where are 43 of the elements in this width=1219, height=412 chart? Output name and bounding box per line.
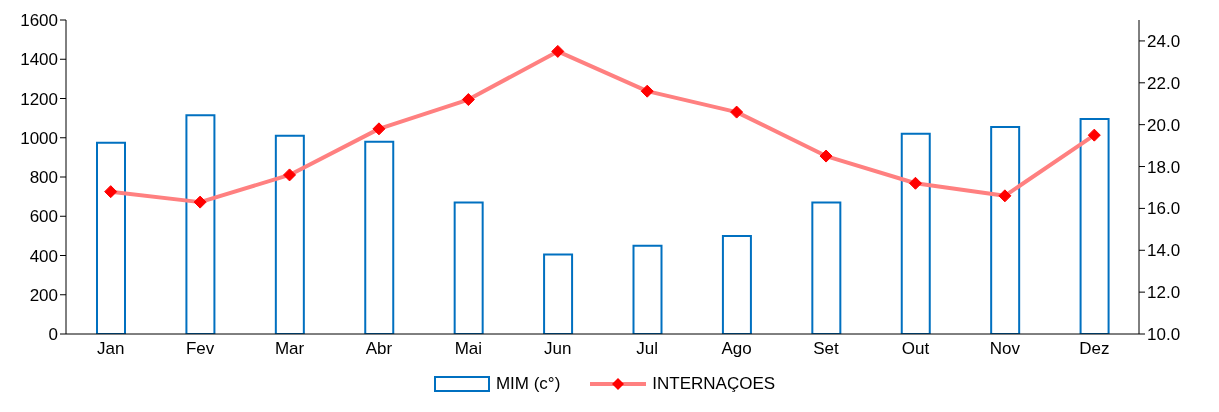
y-tick-label: 1000	[20, 128, 58, 148]
x-tick-label: Nov	[989, 339, 1021, 359]
y2-tick-label: 24.0	[1147, 31, 1181, 51]
x-tick-label: Abr	[365, 339, 393, 359]
x-tick-label: Ago	[721, 339, 752, 359]
x-tick-label: Fev	[185, 339, 215, 359]
bar	[900, 132, 931, 334]
y-tick-label: 1400	[20, 50, 58, 70]
bar	[543, 253, 574, 334]
x-tick-label: Jan	[97, 339, 125, 359]
bar	[364, 140, 395, 334]
y2-tick-label: 14.0	[1147, 241, 1181, 261]
x-tick-label: Mar	[274, 339, 305, 359]
y-tick-label: 1200	[20, 89, 58, 109]
x-tick-label: Jun	[544, 339, 572, 359]
x-tick-label: Dez	[1079, 339, 1110, 359]
y2-tick-label: 16.0	[1147, 199, 1181, 219]
legend-label: MIM (c°)	[495, 374, 561, 394]
x-tick-label: Jul	[636, 339, 659, 359]
bar	[274, 134, 305, 334]
y-tick-label: 0	[48, 325, 58, 345]
bar	[453, 201, 484, 334]
y-tick-label: 800	[29, 168, 58, 188]
x-tick-label: Out	[901, 339, 930, 359]
y2-tick-label: 10.0	[1147, 325, 1181, 345]
legend-label: INTERNAÇOES	[652, 374, 776, 394]
y-tick-label: 1600	[20, 11, 58, 31]
bar	[96, 141, 126, 334]
y-tick-label: 400	[29, 246, 58, 266]
bar	[721, 234, 752, 334]
x-tick-label: Mai	[454, 339, 483, 359]
y-tick-label: 600	[29, 207, 58, 227]
bar	[811, 201, 842, 334]
x-tick-label: Set	[813, 339, 840, 359]
y2-tick-label: 18.0	[1147, 157, 1181, 177]
y2-tick-label: 22.0	[1147, 73, 1181, 93]
y2-tick-label: 12.0	[1147, 283, 1181, 303]
bar	[632, 244, 663, 334]
bar	[990, 125, 1021, 334]
y-tick-label: 200	[29, 285, 58, 305]
bar	[1079, 118, 1110, 334]
y2-tick-label: 20.0	[1147, 115, 1181, 135]
bar	[185, 114, 216, 334]
